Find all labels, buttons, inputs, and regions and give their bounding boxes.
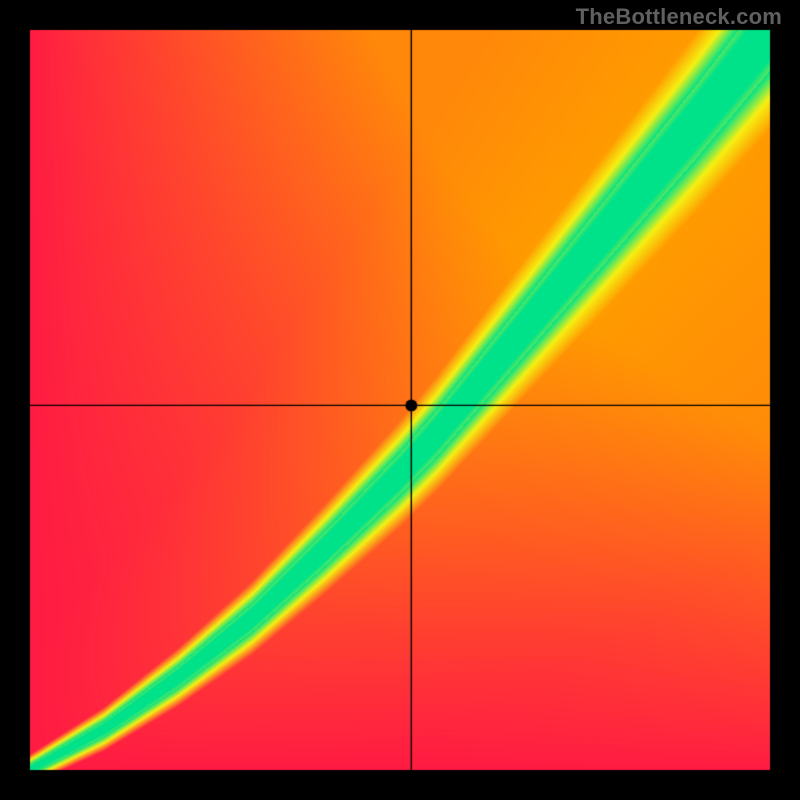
watermark-text: TheBottleneck.com bbox=[576, 4, 782, 30]
chart-container: TheBottleneck.com bbox=[0, 0, 800, 800]
heatmap-canvas bbox=[0, 0, 800, 800]
